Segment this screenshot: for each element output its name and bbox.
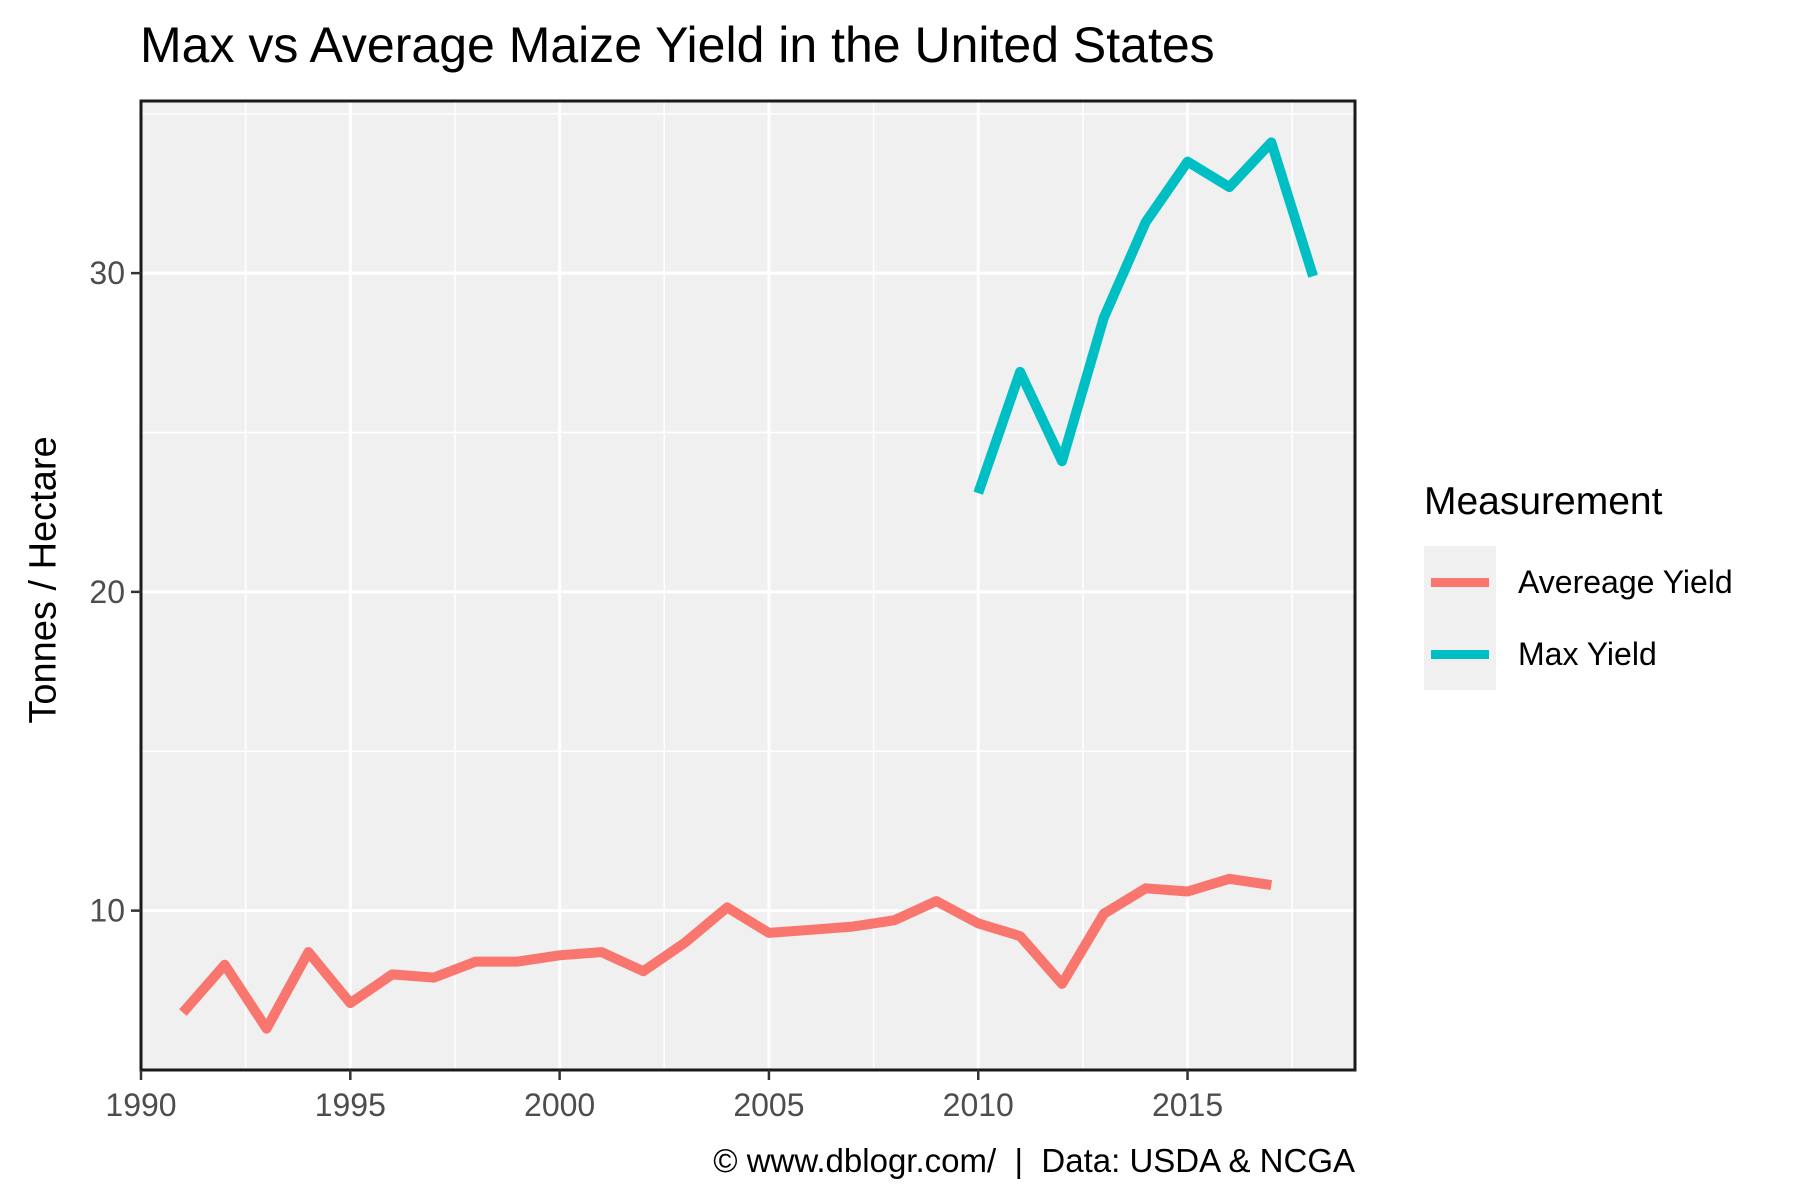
legend-key-max-yield: [1424, 618, 1496, 690]
plot-border: [139, 99, 1357, 1072]
y-tick-label: 20: [89, 574, 125, 610]
x-tick-label: 1995: [315, 1087, 386, 1123]
legend-label-max-yield: Max Yield: [1518, 635, 1657, 672]
x-tick-label: 2010: [943, 1087, 1014, 1123]
legend-title: Measurement: [1424, 480, 1663, 523]
series-lines: [179, 137, 1318, 1034]
major-gridlines: [139, 101, 1355, 1070]
legend-item-average-yield: Avereage Yield: [1424, 546, 1733, 618]
chart-title: Max vs Average Maize Yield in the United…: [140, 17, 1215, 73]
legend-label-average-yield: Avereage Yield: [1518, 563, 1733, 600]
plot-panel: [141, 101, 1355, 1070]
x-tick-label: 2015: [1152, 1087, 1223, 1123]
minor-gridlines: [141, 101, 1355, 1070]
legend-line-max-yield: [1431, 650, 1489, 659]
legend-key-average-yield: [1424, 546, 1496, 618]
series-line-avereage-yield: [179, 873, 1273, 1034]
legend-line-average-yield: [1431, 578, 1489, 587]
x-tick-label: 2005: [733, 1087, 804, 1123]
caption: © www.dblogr.com/ | Data: USDA & NCGA: [713, 1142, 1355, 1179]
legend-item-max-yield: Max Yield: [1424, 618, 1733, 690]
x-tick-label: 1990: [105, 1087, 176, 1123]
legend-keys: Avereage Yield Max Yield: [1424, 546, 1733, 690]
x-tick-label: 2000: [524, 1087, 595, 1123]
series-line-max-yield: [973, 137, 1318, 495]
axes: 1990 1995 2000 2005 2010 2015 10 20 30: [89, 255, 1223, 1123]
legend: Measurement Avereage Yield Max Yield: [1424, 480, 1733, 690]
y-tick-label: 10: [89, 893, 125, 929]
y-tick-label: 30: [89, 255, 125, 291]
